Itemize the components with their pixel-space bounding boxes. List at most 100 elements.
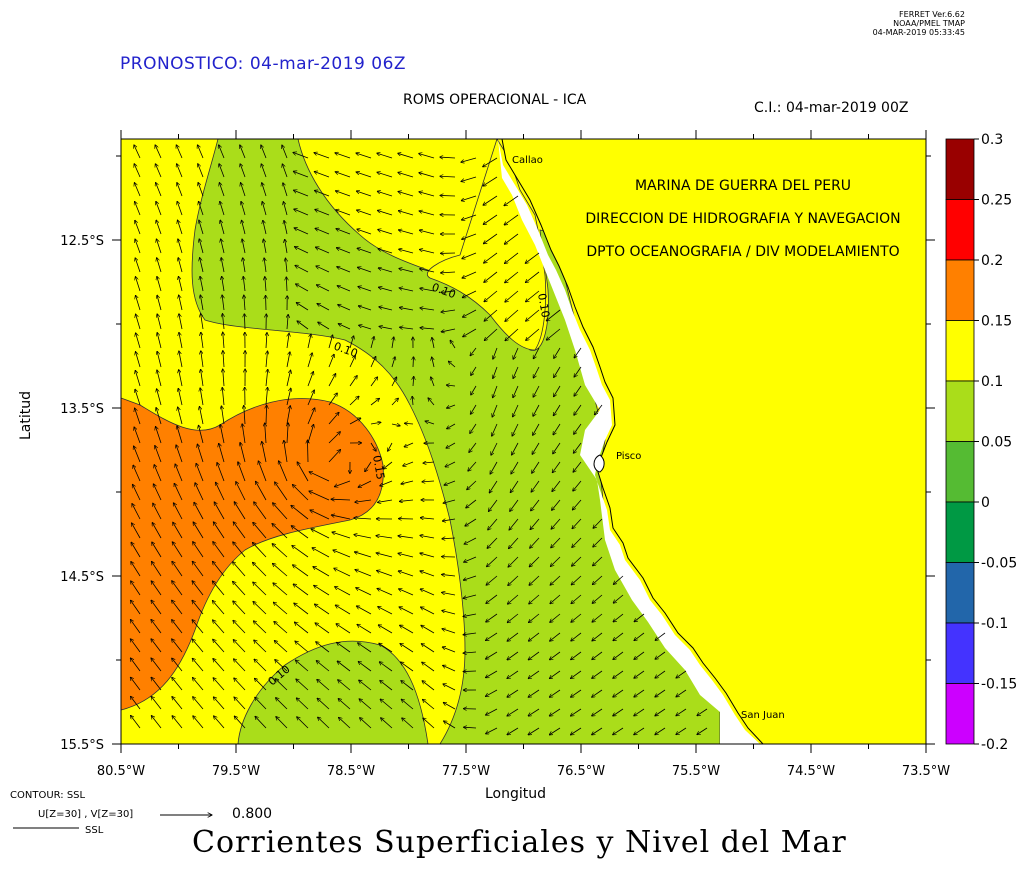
current-vector (315, 247, 330, 254)
current-vector (550, 575, 561, 585)
current-vector (151, 715, 162, 729)
current-vector (157, 351, 162, 368)
place-label-san-juan: San Juan (741, 710, 785, 721)
current-vector (549, 670, 561, 679)
current-vector (553, 385, 561, 397)
current-vector (314, 585, 330, 596)
current-vector (412, 396, 413, 406)
current-vector (233, 620, 246, 634)
current-vector (296, 698, 309, 710)
current-vector (420, 571, 435, 577)
current-vector (356, 191, 372, 197)
initial-condition: C.I.: 04-mar-2019 00Z (754, 100, 909, 116)
current-vector (136, 314, 141, 330)
current-vector (483, 233, 498, 244)
current-vector (307, 353, 312, 368)
current-vector (283, 202, 288, 216)
current-vector (314, 604, 330, 615)
current-vector (262, 183, 267, 197)
current-vector (131, 581, 141, 596)
current-vector (297, 321, 309, 330)
map-plot-area: 0.10 0.10 0.10 0.15 0.10 (121, 139, 926, 744)
current-vector (483, 214, 498, 224)
current-vector (551, 499, 561, 510)
current-vector (177, 220, 183, 235)
current-vector (461, 214, 477, 220)
current-vector (529, 575, 540, 585)
current-vector (201, 351, 204, 368)
current-vector (450, 340, 456, 349)
current-vector (379, 643, 393, 653)
current-vector (370, 336, 374, 349)
current-vector (488, 518, 498, 530)
current-vector (550, 556, 561, 567)
current-vector (334, 568, 351, 577)
current-vector (442, 647, 456, 653)
current-vector (378, 229, 393, 235)
current-vector (376, 570, 393, 577)
current-vector (178, 407, 183, 425)
current-vector (252, 542, 267, 558)
current-vector (286, 277, 287, 292)
current-vector (533, 404, 540, 416)
current-vector (156, 182, 162, 197)
current-vector (420, 589, 435, 596)
current-vector (284, 220, 288, 235)
current-vector (201, 369, 204, 387)
current-vector (253, 601, 267, 615)
current-vector (676, 670, 687, 678)
current-vector (274, 640, 288, 653)
current-vector (358, 306, 372, 311)
current-vector (572, 499, 582, 510)
current-vector (354, 534, 372, 539)
current-vector (592, 651, 603, 660)
current-vector (172, 619, 183, 634)
current-vector (213, 697, 225, 710)
current-vector (318, 322, 330, 330)
current-vector (240, 442, 246, 463)
current-vector (461, 176, 477, 181)
current-vector (570, 689, 582, 697)
current-vector (512, 423, 519, 436)
current-vector (420, 607, 435, 615)
current-vector (151, 677, 162, 691)
current-vector (282, 164, 288, 178)
current-vector (471, 385, 477, 395)
lon-tick-label: 74.5°W (787, 764, 835, 779)
current-vector (254, 659, 267, 672)
current-vector (526, 328, 540, 340)
current-vector (177, 182, 183, 197)
colorbar-swatch (945, 441, 975, 503)
current-vector (283, 183, 288, 197)
current-vector (130, 639, 141, 653)
current-vector (315, 209, 330, 216)
current-vector (338, 699, 351, 710)
current-vector (234, 502, 246, 520)
current-vector (493, 347, 498, 359)
current-vector (441, 309, 456, 312)
current-vector (274, 621, 288, 634)
vector-scale-value: 0.800 (232, 806, 273, 822)
current-vector (349, 355, 355, 368)
current-vector (655, 708, 666, 716)
current-vector (419, 230, 435, 235)
current-vector (355, 570, 372, 577)
colorbar-label: 0.3 (981, 132, 1003, 148)
current-vector (420, 535, 435, 539)
current-vector (338, 324, 351, 330)
colorbar-swatch (945, 501, 975, 563)
current-vector (153, 503, 162, 520)
current-vector (337, 286, 351, 292)
current-vector (462, 252, 477, 259)
current-vector (136, 333, 141, 349)
current-vector (399, 327, 414, 329)
current-vector (492, 423, 498, 436)
current-vector (316, 266, 330, 273)
current-vector (328, 450, 341, 463)
current-vector (493, 385, 498, 398)
current-vector (172, 716, 183, 729)
current-vector (634, 651, 645, 659)
current-vector (132, 484, 141, 501)
current-vector (470, 404, 477, 414)
current-vector (485, 727, 498, 734)
